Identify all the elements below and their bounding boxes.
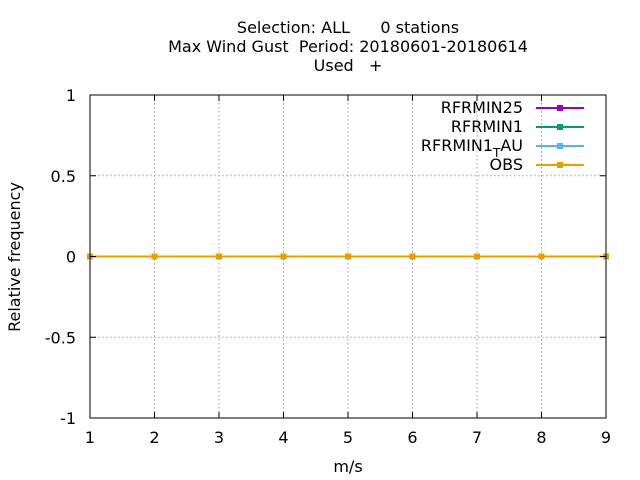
legend-label-0: RFRMIN25 <box>441 98 523 117</box>
series-point <box>280 253 287 260</box>
x-tick-label: 4 <box>278 428 288 447</box>
series-layer <box>87 253 609 260</box>
legend-swatch-marker-1 <box>557 124 563 130</box>
series-point <box>538 253 545 260</box>
y-tick-label: 0.5 <box>51 167 76 186</box>
series-point <box>345 253 351 260</box>
legend-swatch-marker-0 <box>557 105 563 111</box>
legend-label-3: OBS <box>490 155 523 174</box>
x-tick-label: 1 <box>85 428 95 447</box>
series-point <box>216 253 222 260</box>
x-axis-label: m/s <box>333 457 362 476</box>
x-tick-label: 8 <box>536 428 546 447</box>
series-point <box>151 253 158 260</box>
axis-ticks: 1 2 3 4 5 6 7 8 9 1 0.5 0 -0.5 -1 <box>45 86 611 447</box>
x-tick-label: 5 <box>343 428 353 447</box>
x-tick-label: 2 <box>149 428 159 447</box>
title-line-1: Selection: ALL 0 stations <box>237 18 459 37</box>
x-tick-label: 7 <box>472 428 482 447</box>
series-point <box>474 253 480 260</box>
y-tick-label: -0.5 <box>45 328 76 347</box>
title-line-3: Used + <box>314 56 383 75</box>
series-point <box>409 253 416 260</box>
legend-label-1: RFRMIN1 <box>451 117 523 136</box>
y-axis-label: Relative frequency <box>5 182 24 332</box>
legend-swatch-marker-2 <box>557 143 563 149</box>
x-tick-label: 6 <box>407 428 417 447</box>
x-tick-label: 9 <box>601 428 611 447</box>
title-line-2: Max Wind Gust Period: 20180601-20180614 <box>168 37 528 56</box>
legend-swatch-marker-3 <box>557 162 563 168</box>
x-tick-label: 3 <box>214 428 224 447</box>
y-tick-label: 1 <box>66 86 76 105</box>
y-tick-label: -1 <box>60 409 76 428</box>
legend-label-2: RFRMIN1TAU <box>421 136 523 160</box>
y-tick-label: 0 <box>66 248 76 267</box>
